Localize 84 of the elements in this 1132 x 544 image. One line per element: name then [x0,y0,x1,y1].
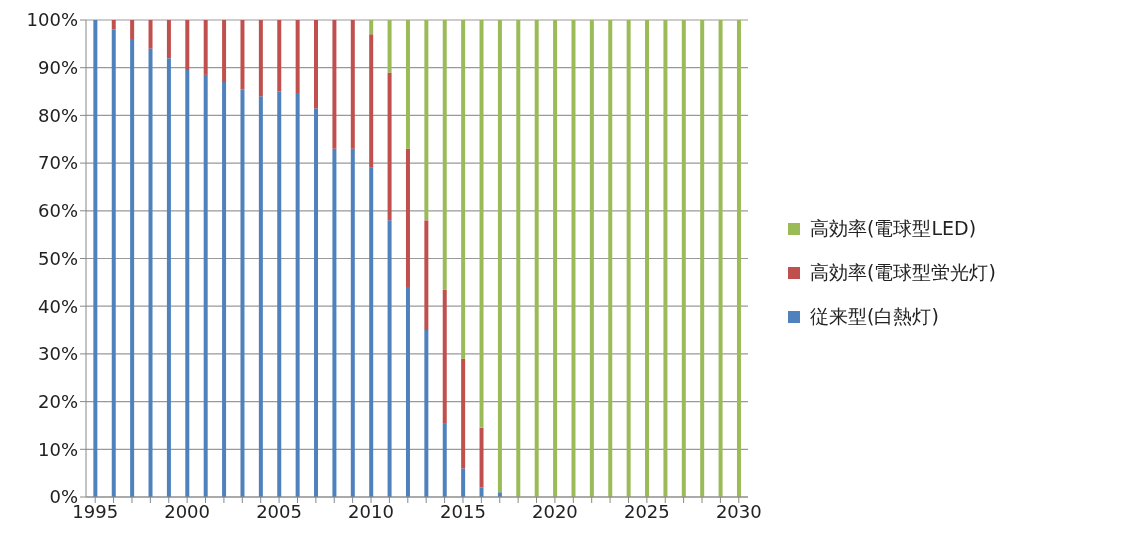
x-tick-label: 2020 [532,500,578,522]
bar [369,167,374,497]
bar [148,48,153,497]
y-tick-label: 90% [37,57,78,79]
bar [387,20,392,73]
bar [718,20,723,497]
bar [405,20,410,149]
bar [203,74,208,497]
bar [203,20,208,75]
bar [387,72,392,221]
y-tick-label: 70% [37,152,78,174]
bar [148,20,153,49]
y-tick-label: 50% [37,247,78,269]
bar [258,20,263,97]
bar [626,20,631,497]
legend-label: 高効率(電球型蛍光灯) [810,260,996,285]
bar [166,58,171,497]
bar [424,330,429,497]
y-tick-label: 60% [37,200,78,222]
bar [442,20,447,290]
bar [534,20,539,497]
bar [497,20,502,493]
y-tick-label: 100% [26,9,78,31]
bar [442,289,447,424]
bar [571,20,576,497]
bar [479,487,484,497]
bar [222,20,227,83]
bar [314,20,319,109]
bar [479,20,484,428]
bar [369,20,374,35]
bar [130,39,135,497]
bar [350,148,355,497]
x-tick-label: 2025 [623,500,670,522]
bar [553,20,558,497]
bar [645,20,650,497]
bar [663,20,668,497]
bar [111,20,116,30]
bar [681,20,686,497]
bar [461,20,466,359]
bar [240,20,245,90]
bar [736,20,741,497]
bar [222,82,227,497]
bar [589,20,594,497]
bar [461,358,466,469]
x-tick-label: 2000 [164,500,211,522]
bar [442,423,447,497]
bar [700,20,705,497]
bar [258,96,263,497]
x-tick-label: 2015 [440,500,486,522]
bar [461,468,466,497]
bar [111,29,116,497]
y-tick-label: 80% [37,104,78,126]
bar [479,427,484,488]
bar [240,89,245,497]
bar [350,20,355,149]
x-tick-label: 2005 [256,500,302,522]
bar [608,20,613,497]
x-tick-label: 2010 [348,500,394,522]
x-tick-label: 2030 [715,500,762,522]
bar [295,93,300,497]
bar [332,20,337,149]
y-tick-label: 30% [37,343,78,365]
y-tick-label: 20% [37,390,78,412]
y-tick-label: 10% [37,438,78,460]
bar [424,220,429,331]
bar [295,20,300,94]
bar [185,20,190,71]
bar [277,20,282,92]
bar [130,20,135,40]
bar [424,20,429,221]
bar [277,91,282,497]
bar [185,70,190,497]
bar [387,220,392,497]
legend-label: 従来型(白熱灯) [810,304,939,329]
bar [405,287,410,497]
bar [93,20,98,497]
bar [332,148,337,497]
bar [516,20,521,497]
bar [166,20,171,59]
bar [369,34,374,168]
bar [405,148,410,288]
y-tick-label: 40% [37,295,78,317]
bar [314,108,319,497]
legend-label: 高効率(電球型LED) [810,216,977,241]
